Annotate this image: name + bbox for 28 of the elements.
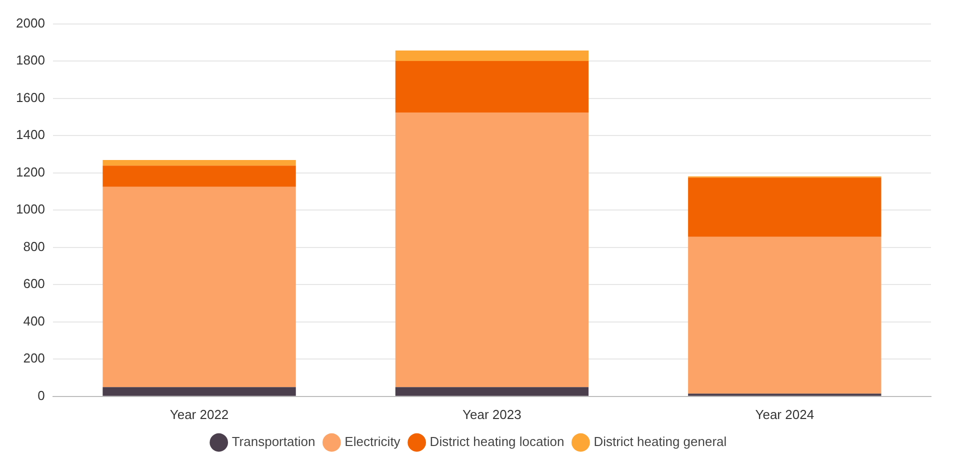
bar [395, 387, 589, 396]
y-tick-label: 600 [23, 276, 45, 292]
y-tick-label: 1400 [16, 127, 45, 142]
x-tick-label: Year 2022 [170, 406, 229, 422]
y-tick-label: 800 [23, 238, 45, 254]
legend-label: District heating general [594, 434, 727, 450]
legend-label: Transportation [232, 434, 316, 450]
legend-label: Electricity [344, 434, 401, 450]
y-tick-label: 1200 [16, 164, 45, 180]
y-tick-label: 0 [38, 388, 45, 403]
y-tick-label: 2000 [16, 15, 45, 30]
y-tick-label: 400 [23, 313, 45, 328]
bar [688, 178, 882, 237]
y-tick-label: 200 [23, 350, 45, 366]
y-tick-label: 1800 [16, 52, 45, 68]
bar [395, 50, 589, 62]
x-tick-label: Year 2023 [462, 406, 522, 422]
bar [102, 387, 296, 396]
bar [395, 61, 589, 112]
legend-label: District heating location [430, 434, 564, 450]
bar [102, 160, 296, 166]
bar [688, 236, 882, 394]
x-tick-label: Year 2024 [755, 406, 814, 422]
bar [102, 186, 296, 388]
bar [395, 112, 589, 388]
y-tick-label: 1000 [16, 202, 45, 217]
y-tick-label: 1600 [16, 90, 45, 105]
bar [102, 166, 296, 187]
